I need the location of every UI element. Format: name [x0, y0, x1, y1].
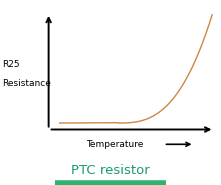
Text: Temperature: Temperature [86, 140, 144, 149]
Text: R25: R25 [2, 60, 20, 69]
Text: Resistance: Resistance [2, 79, 51, 88]
Text: PTC resistor: PTC resistor [71, 164, 150, 177]
